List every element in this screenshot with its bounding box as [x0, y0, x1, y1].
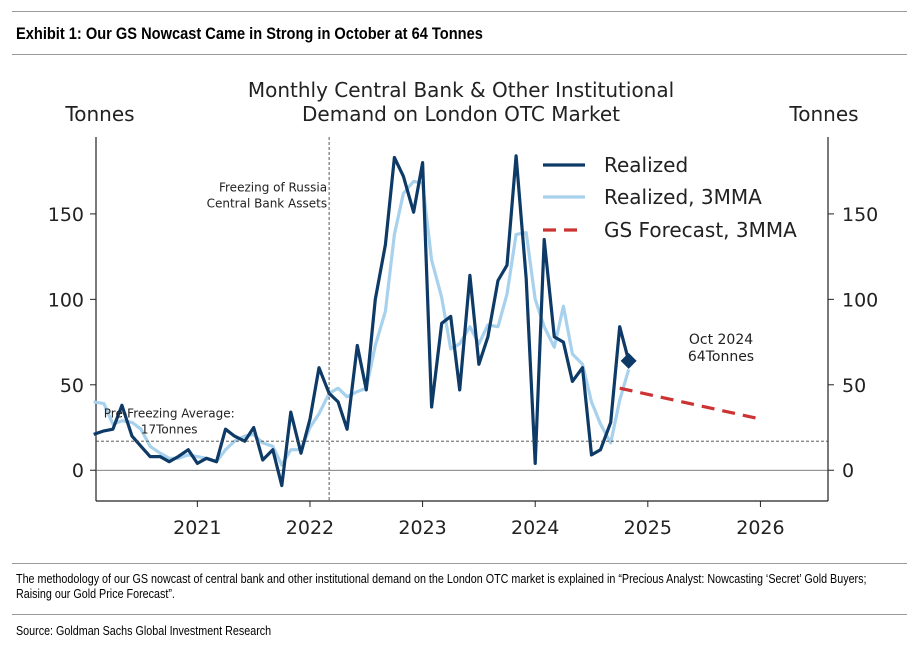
x-tick-label: 2023: [398, 517, 446, 539]
x-tick-label: 2026: [736, 517, 784, 539]
left-y-tick-label: 50: [60, 375, 84, 397]
pre-freezing-average-label: 17Tonnes: [141, 422, 198, 436]
chart-title-line-2: Demand on London OTC Market: [302, 102, 620, 126]
pre-freezing-average-label: Pre-Freezing Average:: [104, 406, 235, 420]
right-y-tick-label: 50: [842, 375, 866, 397]
x-tick-label: 2024: [511, 517, 559, 539]
left-axis-label: Tonnes: [64, 102, 134, 126]
left-y-tick-label: 0: [72, 460, 84, 482]
legend-label-realized-3mma: Realized, 3MMA: [604, 185, 762, 209]
realized-series-line: [93, 154, 631, 488]
exhibit-title: Exhibit 1: Our GS Nowcast Came in Strong…: [16, 24, 483, 43]
x-tick-label: 2022: [286, 517, 334, 539]
title-rule: [12, 54, 907, 55]
russia-freeze-label: Central Bank Assets: [207, 197, 328, 211]
right-axis-label: Tonnes: [788, 102, 858, 126]
right-y-tick-label: 100: [842, 289, 878, 311]
legend-label-forecast: GS Forecast, 3MMA: [604, 218, 797, 242]
x-tick-label: 2025: [624, 517, 672, 539]
chart-bottom-rule: [12, 563, 907, 564]
russia-freeze-label: Freezing of Russia: [219, 181, 327, 195]
oct-2024-nowcast-marker: [620, 352, 637, 369]
source-note: Source: Goldman Sachs Global Investment …: [16, 624, 272, 638]
right-y-tick-label: 150: [842, 204, 878, 226]
chart: Monthly Central Bank & Other Institution…: [48, 78, 879, 539]
forecast-series-line: [619, 386, 761, 421]
footnote: The methodology of our GS nowcast of cen…: [16, 572, 867, 601]
chart-title-line-1: Monthly Central Bank & Other Institution…: [248, 78, 674, 102]
x-tick-label: 2021: [173, 517, 221, 539]
left-y-tick-label: 100: [48, 289, 84, 311]
footnote-rule: [12, 614, 907, 615]
oct-2024-nowcast-label: Oct 2024: [689, 332, 753, 348]
oct-2024-nowcast-label: 64Tonnes: [688, 349, 754, 365]
left-y-tick-label: 150: [48, 204, 84, 226]
legend-label-realized: Realized: [604, 153, 688, 177]
top-rule: [12, 11, 907, 12]
right-y-tick-label: 0: [842, 460, 854, 482]
